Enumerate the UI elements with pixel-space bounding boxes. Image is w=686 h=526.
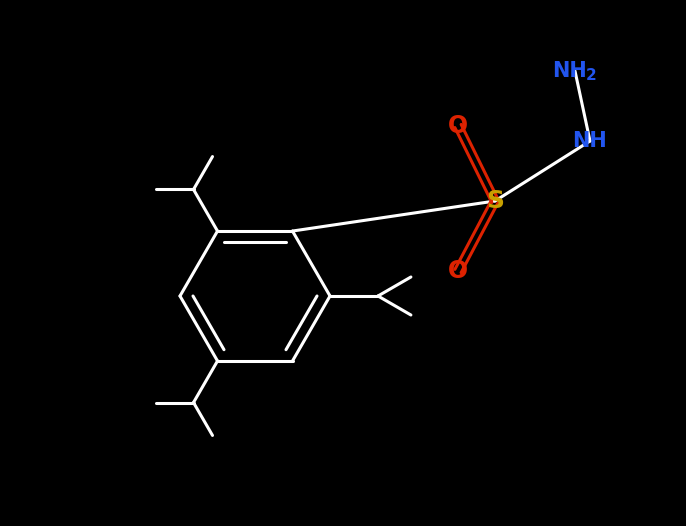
Text: O: O: [448, 114, 468, 138]
Text: S: S: [486, 189, 504, 213]
Text: NH: NH: [553, 61, 587, 81]
Text: NH: NH: [573, 131, 607, 151]
Text: O: O: [448, 259, 468, 283]
Text: 2: 2: [586, 68, 596, 84]
